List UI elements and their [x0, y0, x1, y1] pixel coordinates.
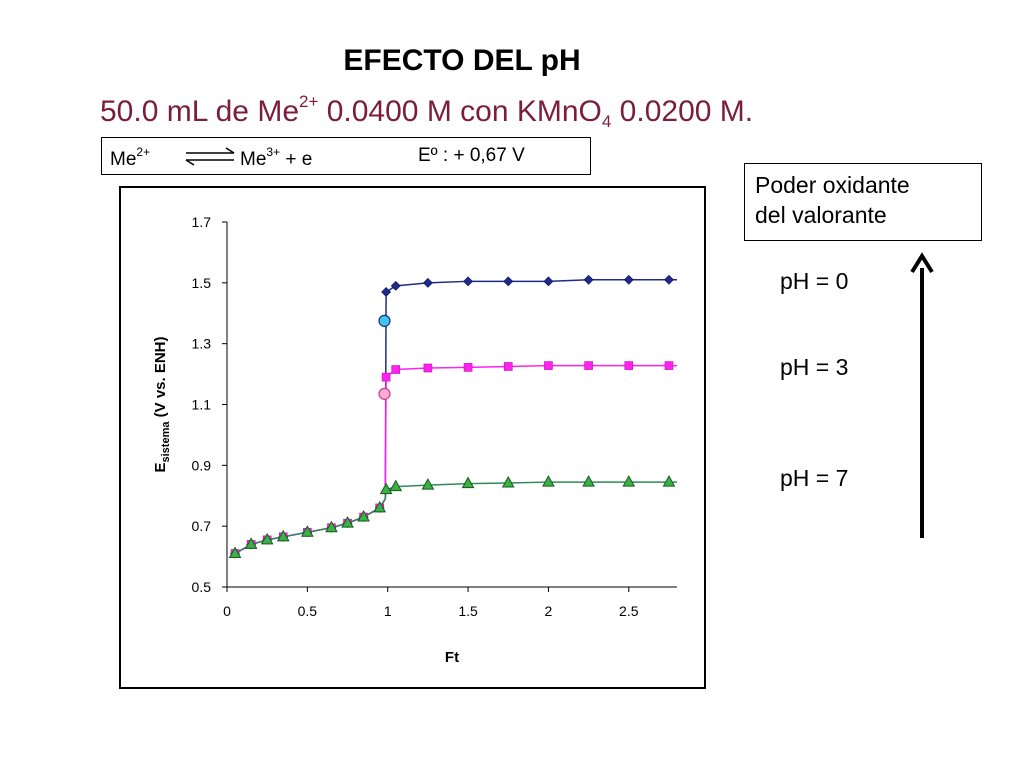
series-1-point: [664, 361, 674, 370]
series-2-point: [379, 482, 393, 495]
series-2-point: [389, 479, 403, 492]
y-tick-label: 1.1: [192, 397, 212, 413]
series-1-point: [624, 361, 634, 370]
y-axis-label-sub: sistema: [160, 421, 172, 463]
product-tail: + e: [280, 149, 313, 170]
series-0-point: [664, 274, 674, 285]
note-line-2: del valorante: [755, 202, 887, 228]
series-2-point: [622, 475, 636, 487]
series-0-point: [503, 276, 514, 287]
series-1-point: [423, 363, 433, 373]
series-0-line: [231, 279, 677, 557]
reactant-charge: 2+: [136, 145, 151, 159]
series-2-point: [373, 500, 387, 513]
x-tick-label: 1.5: [458, 603, 478, 619]
series-2-point: [357, 510, 370, 522]
ph-label-3: pH = 3: [780, 354, 849, 380]
series-2-point: [582, 475, 595, 487]
series-1-equivalence-point: [378, 387, 391, 400]
reaction-box: Me2+ Me3+ + e Eº : + 0,67 V: [101, 137, 591, 175]
y-tick-label: 1.5: [192, 275, 212, 291]
page-title: EFECTO DEL pH: [343, 44, 581, 77]
series-1-line: [231, 364, 677, 557]
series-2-point: [260, 532, 274, 545]
x-tick-label: 1: [384, 603, 392, 619]
subtitle-subscript: 4: [601, 112, 612, 131]
series-2-point: [421, 478, 435, 490]
series-2-point: [501, 475, 515, 488]
note-line-1: Poder oxidante: [755, 172, 910, 198]
series-2-point: [662, 475, 676, 487]
y-tick-label: 0.7: [192, 518, 212, 534]
y-tick-label: 0.9: [192, 457, 212, 473]
subtitle-prefix: 50.0 mL de Me: [100, 95, 299, 128]
y-axis-label-tail: (V vs. ENH): [152, 336, 169, 421]
series-0-point: [583, 274, 594, 285]
series-0-point: [390, 280, 401, 291]
equilibrium-arrows-icon: [185, 147, 235, 166]
product-charge: 3+: [266, 145, 281, 159]
series-1-point: [391, 365, 401, 374]
subtitle-middle: 0.0400 M con KMnO: [318, 95, 602, 128]
series-2-line: [231, 481, 677, 557]
series-2-point: [341, 516, 354, 528]
reactant: Me2+: [110, 145, 150, 171]
series-0-point: [463, 276, 473, 287]
series-0-equivalence-point: [378, 314, 391, 327]
series-1-point: [584, 361, 593, 370]
y-tick-label: 1.7: [192, 214, 212, 230]
series-0-point: [422, 277, 433, 288]
product-symbol: Me: [240, 149, 267, 170]
y-tick-label: 1.3: [192, 336, 212, 352]
y-tick-label: 0.5: [192, 579, 212, 595]
series-0-point: [381, 287, 392, 297]
series-1-point: [503, 362, 513, 371]
reactant-symbol: Me: [110, 149, 137, 170]
ph-label-0: pH = 0: [780, 268, 849, 294]
series-0-point: [623, 274, 634, 285]
y-axis-label: Esistema (V vs. ENH): [152, 336, 172, 472]
product: Me3+ + e: [240, 145, 312, 171]
series-2-point: [244, 537, 258, 549]
standard-potential: Eº : + 0,67 V: [418, 145, 525, 166]
series-0-point: [543, 276, 554, 287]
titration-chart: 0.5 0.7 0.9 1.1 1.3 1.5 1.7 0 0.5 1 1.5 2 2.5 Ft Esist…: [152, 214, 677, 666]
chart-frame: 0.5 0.7 0.9 1.1 1.3 1.5 1.7 0 0.5 1 1.5 2 2.5 Ft Esist…: [119, 186, 706, 689]
note-box: Poder oxidante del valorante: [744, 163, 982, 241]
series-2-point: [228, 546, 242, 559]
up-arrow-icon: [910, 252, 934, 538]
series-2-point: [325, 520, 338, 533]
series-1-point: [381, 372, 391, 382]
x-axis-label: Ft: [445, 649, 459, 666]
subtitle-suffix: 0.0200 M.: [611, 95, 754, 128]
x-tick-label: 0.5: [298, 603, 318, 619]
series-2-point: [461, 476, 475, 489]
subtitle: 50.0 mL de Me2+ 0.0400 M con KMnO4 0.020…: [100, 92, 753, 132]
x-tick-label: 0: [223, 603, 231, 619]
series-2-point: [542, 475, 555, 487]
y-axis-label-main: E: [152, 463, 169, 473]
x-tick-label: 2.5: [619, 603, 639, 619]
x-tick-label: 2: [545, 603, 553, 619]
series-1-point: [463, 363, 473, 372]
series-1-point: [544, 361, 553, 370]
subtitle-charge: 2+: [299, 92, 319, 111]
ph-label-7: pH = 7: [780, 465, 849, 491]
series-2-point: [301, 525, 314, 537]
series-2-point: [276, 529, 290, 542]
